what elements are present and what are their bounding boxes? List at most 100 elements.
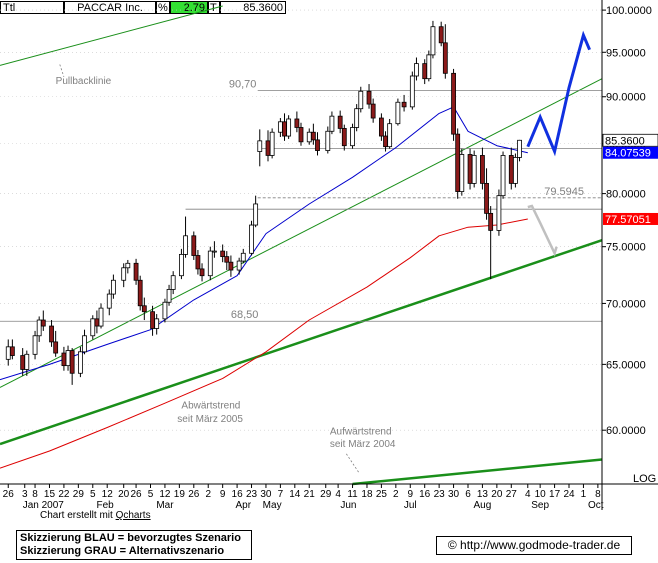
trendline-abwaertstrend bbox=[0, 78, 603, 388]
x-tick-label-11: 12 bbox=[159, 489, 171, 500]
candle-body bbox=[162, 301, 168, 320]
candle-87 bbox=[517, 139, 522, 162]
candle-80 bbox=[480, 147, 485, 190]
candle-33 bbox=[199, 263, 205, 282]
candle-body bbox=[430, 26, 436, 56]
annotation-4: seit März 2004 bbox=[330, 439, 396, 450]
candle-body bbox=[249, 224, 254, 254]
candle-1 bbox=[9, 339, 15, 360]
month-label-9: Oct bbox=[588, 500, 604, 510]
candle-body bbox=[341, 128, 347, 147]
candle-body bbox=[236, 260, 242, 271]
candle-body bbox=[409, 75, 415, 108]
x-tick-label-29: 16 bbox=[419, 489, 431, 500]
y-tick-label-7: 65.0000 bbox=[606, 359, 646, 371]
scenario-gray-sketch bbox=[527, 204, 558, 257]
candle-body bbox=[488, 212, 494, 231]
candle-50 bbox=[298, 122, 304, 146]
candle-76 bbox=[455, 128, 461, 199]
candle-body bbox=[179, 253, 184, 277]
candle-body bbox=[61, 352, 67, 367]
candle-body bbox=[294, 118, 300, 128]
x-tick-label-6: 5 bbox=[90, 489, 96, 500]
legend-gray: Skizzierung GRAU = Alternativszenario bbox=[20, 545, 225, 557]
candle-body bbox=[442, 42, 448, 74]
y-tick-label-8: 60.0000 bbox=[606, 425, 646, 437]
x-tick-label-15: 9 bbox=[220, 489, 226, 500]
x-tick-label-41: 8 bbox=[595, 489, 601, 500]
candle-body bbox=[69, 350, 75, 374]
percent-label: % bbox=[156, 1, 170, 14]
copyright-link[interactable]: © http://www.godmode-trader.de bbox=[436, 536, 632, 555]
last-price: 85.3600 bbox=[220, 1, 286, 14]
candle-body bbox=[480, 155, 485, 184]
x-tick-label-35: 27 bbox=[506, 489, 518, 500]
candle-body bbox=[5, 346, 11, 360]
candle-22 bbox=[137, 275, 143, 311]
y-tick-label-1: 95.0000 bbox=[606, 47, 646, 59]
candle-6 bbox=[40, 310, 46, 331]
candle-35 bbox=[212, 241, 217, 258]
x-tick-label-34: 20 bbox=[491, 489, 503, 500]
candle-body bbox=[154, 318, 160, 329]
y-tick-label-5: 75.0000 bbox=[606, 242, 646, 254]
level-label-4: 68,50 bbox=[231, 309, 259, 321]
candle-body bbox=[36, 319, 42, 337]
price-box-bg bbox=[603, 212, 658, 225]
moving-averages bbox=[0, 106, 528, 469]
candle-body bbox=[471, 155, 477, 184]
candle-body bbox=[125, 262, 131, 269]
candle-40 bbox=[240, 248, 246, 264]
candle-86 bbox=[513, 153, 518, 188]
candle-body bbox=[265, 140, 271, 156]
month-label-3: Apr bbox=[235, 500, 251, 510]
price-box-2: 77.57051 bbox=[603, 212, 658, 226]
candle-body bbox=[121, 267, 127, 281]
scenario-blue-sketch bbox=[526, 30, 591, 157]
candle-45 bbox=[269, 128, 275, 159]
candle-0 bbox=[5, 339, 11, 366]
x-tick-label-16: 16 bbox=[232, 489, 244, 500]
candle-body bbox=[94, 318, 100, 327]
scenario-sketches bbox=[526, 30, 591, 257]
candle-25 bbox=[154, 314, 160, 335]
chart-credit: Chart erstellt mit Qcharts bbox=[40, 510, 151, 521]
candle-37 bbox=[224, 251, 230, 271]
candle-14 bbox=[90, 315, 96, 340]
candle-body bbox=[253, 203, 259, 226]
price-box-bg bbox=[603, 146, 658, 159]
candle-body bbox=[269, 131, 275, 156]
candle-body bbox=[78, 351, 83, 374]
candle-body bbox=[53, 341, 59, 354]
trend-lines bbox=[0, 5, 603, 486]
candle-body bbox=[513, 157, 518, 184]
candle-body bbox=[170, 275, 176, 290]
annotation-0: Pullbacklinie bbox=[56, 76, 112, 87]
candle-body bbox=[366, 90, 372, 105]
y-tick-label-0: 100.0000 bbox=[606, 5, 652, 17]
candle-18 bbox=[110, 274, 116, 299]
candle-72 bbox=[430, 20, 436, 59]
candle-body bbox=[451, 72, 456, 135]
candle-body bbox=[354, 108, 360, 128]
credit-tool-link[interactable]: Qcharts bbox=[115, 510, 151, 521]
month-label-7: Aug bbox=[474, 500, 492, 510]
x-tick-label-2: 8 bbox=[32, 489, 38, 500]
candle-body bbox=[422, 63, 428, 80]
candle-10 bbox=[65, 345, 71, 371]
x-tick-label-39: 24 bbox=[563, 489, 575, 500]
candle-30 bbox=[183, 216, 188, 258]
x-tick-label-13: 26 bbox=[188, 489, 200, 500]
x-tick-label-24: 11 bbox=[347, 489, 358, 500]
month-label-2: Mar bbox=[156, 500, 174, 510]
period-cell: Ttl bbox=[0, 1, 64, 14]
candle-16 bbox=[98, 303, 104, 329]
candle-79 bbox=[471, 150, 477, 188]
candle-28 bbox=[170, 271, 176, 295]
t-label: T bbox=[208, 1, 220, 14]
candle-body bbox=[496, 195, 502, 231]
month-label-6: Jul bbox=[404, 500, 417, 510]
candle-84 bbox=[500, 151, 506, 199]
candle-67 bbox=[401, 94, 407, 112]
candle-32 bbox=[195, 249, 201, 275]
